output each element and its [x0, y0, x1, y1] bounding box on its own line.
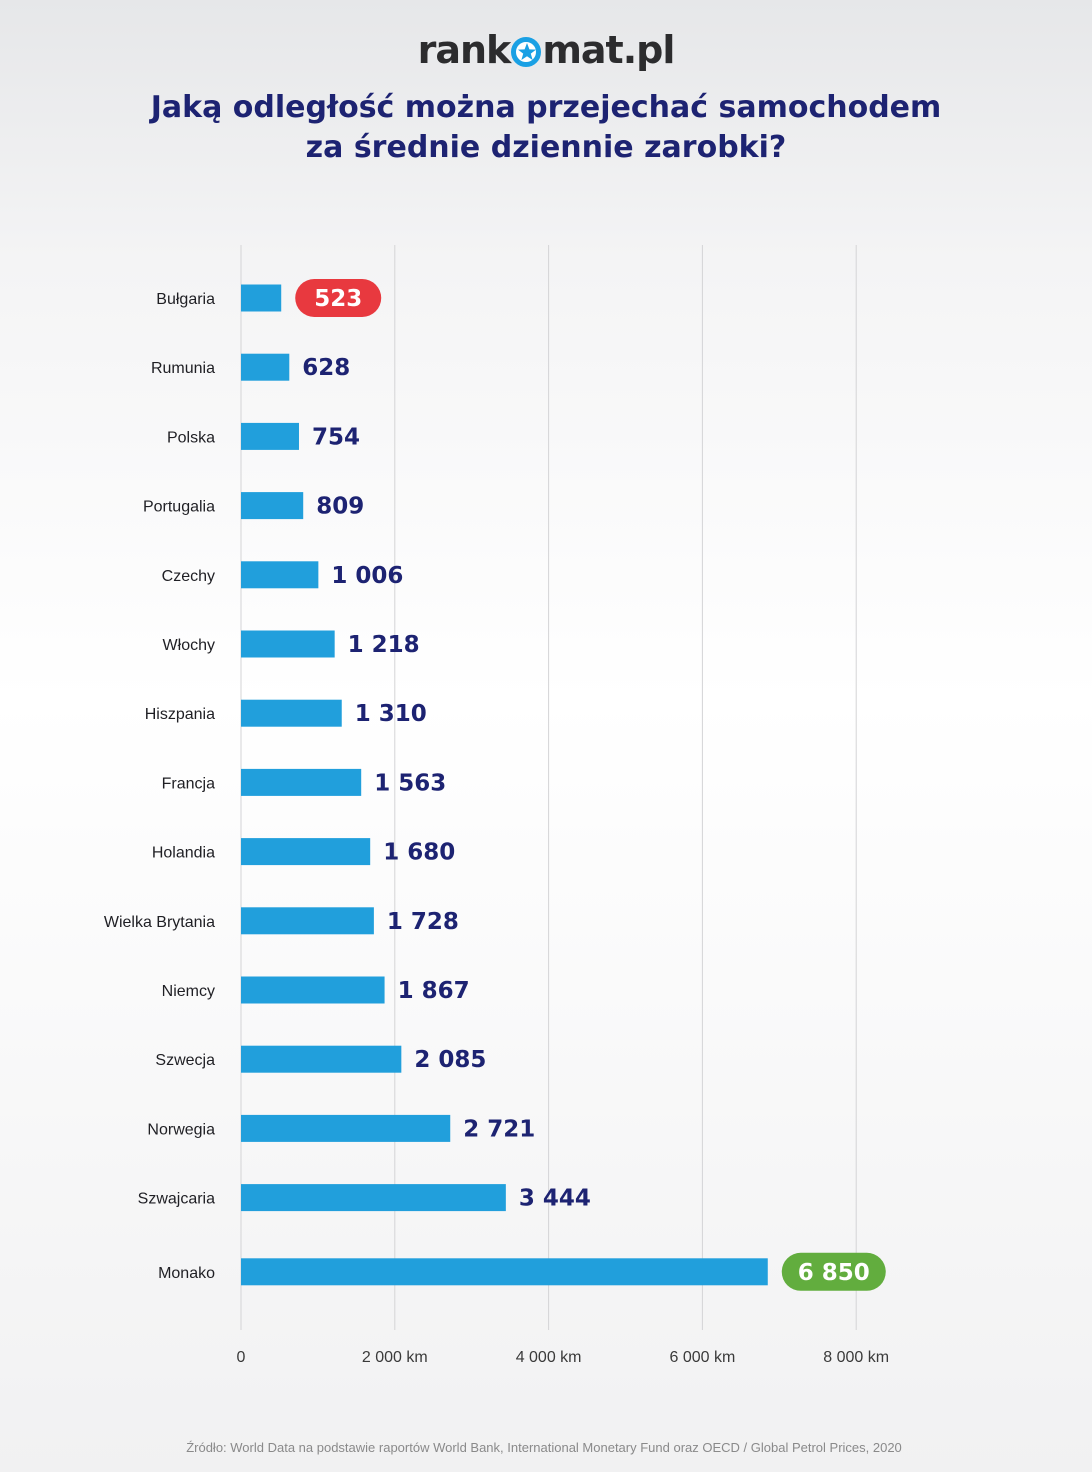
title-line-1: Jaką odległość można przejechać samochod…	[150, 90, 942, 125]
bar	[241, 1114, 451, 1142]
highlight-badge	[295, 279, 382, 317]
logo-text-left: rank	[417, 28, 512, 72]
value-label: 628	[302, 355, 350, 381]
value-label: 2 085	[414, 1047, 486, 1073]
bar	[241, 907, 374, 935]
value-label: 1 006	[331, 563, 403, 589]
value-label: 1 218	[348, 632, 420, 658]
bar	[241, 422, 299, 450]
value-label: 1 563	[374, 770, 446, 796]
x-tick-label: 4 000 km	[516, 1349, 582, 1366]
value-label: 1 867	[398, 978, 470, 1004]
category-label: Włochy	[163, 637, 215, 654]
value-label: 523	[314, 286, 362, 312]
bar	[241, 492, 304, 520]
category-label: Norwegia	[147, 1121, 215, 1138]
value-label: 1 310	[355, 701, 427, 727]
category-label: Polska	[167, 429, 215, 446]
logo-text-right: mat.pl	[542, 28, 675, 72]
value-label: 2 721	[463, 1116, 535, 1142]
value-label: 809	[316, 494, 364, 520]
bar	[241, 561, 319, 589]
category-label: Francja	[162, 775, 215, 792]
bar	[241, 699, 342, 727]
category-label: Hiszpania	[145, 706, 215, 723]
bar	[241, 976, 385, 1004]
value-label: 1 680	[383, 840, 455, 866]
x-tick-label: 0	[237, 1349, 246, 1366]
bar	[241, 768, 362, 796]
star-icon	[511, 37, 542, 67]
category-label: Holandia	[152, 845, 215, 862]
category-label: Niemcy	[162, 983, 215, 1000]
brand-logo: rank mat.pl	[0, 28, 1092, 72]
x-tick-label: 6 000 km	[669, 1349, 735, 1366]
bar	[241, 1258, 768, 1286]
bar	[241, 838, 371, 866]
bar	[241, 284, 282, 312]
bar	[241, 353, 290, 381]
source-note: Źródło: World Data na podstawie raportów…	[186, 1440, 902, 1455]
bar-chart: 0 2 000 km 4 000 km 6 000 km 8 000 km Bułgari…	[104, 245, 889, 1366]
category-label: Portugalia	[143, 499, 215, 516]
bar	[241, 1184, 506, 1212]
category-label: Szwecja	[155, 1052, 215, 1069]
x-tick-label: 8 000 km	[823, 1349, 889, 1366]
x-tick-label: 2 000 km	[362, 1349, 428, 1366]
page-title: Jaką odległość można przejechać samochod…	[0, 88, 1092, 168]
value-label: 1 728	[387, 909, 459, 935]
value-label: 6 850	[798, 1260, 870, 1286]
bar	[241, 1045, 402, 1073]
category-label: Monako	[158, 1265, 215, 1282]
category-label: Czechy	[162, 568, 215, 585]
category-label: Rumunia	[151, 360, 215, 377]
category-label: Bułgaria	[156, 291, 215, 308]
category-label: Szwajcaria	[138, 1191, 215, 1208]
category-label: Wielka Brytania	[104, 914, 215, 931]
title-line-2: za średnie dziennie zarobki?	[305, 130, 787, 165]
bar	[241, 630, 335, 658]
highlight-badge	[781, 1252, 886, 1291]
value-label: 754	[312, 424, 360, 450]
value-label: 3 444	[519, 1186, 591, 1212]
